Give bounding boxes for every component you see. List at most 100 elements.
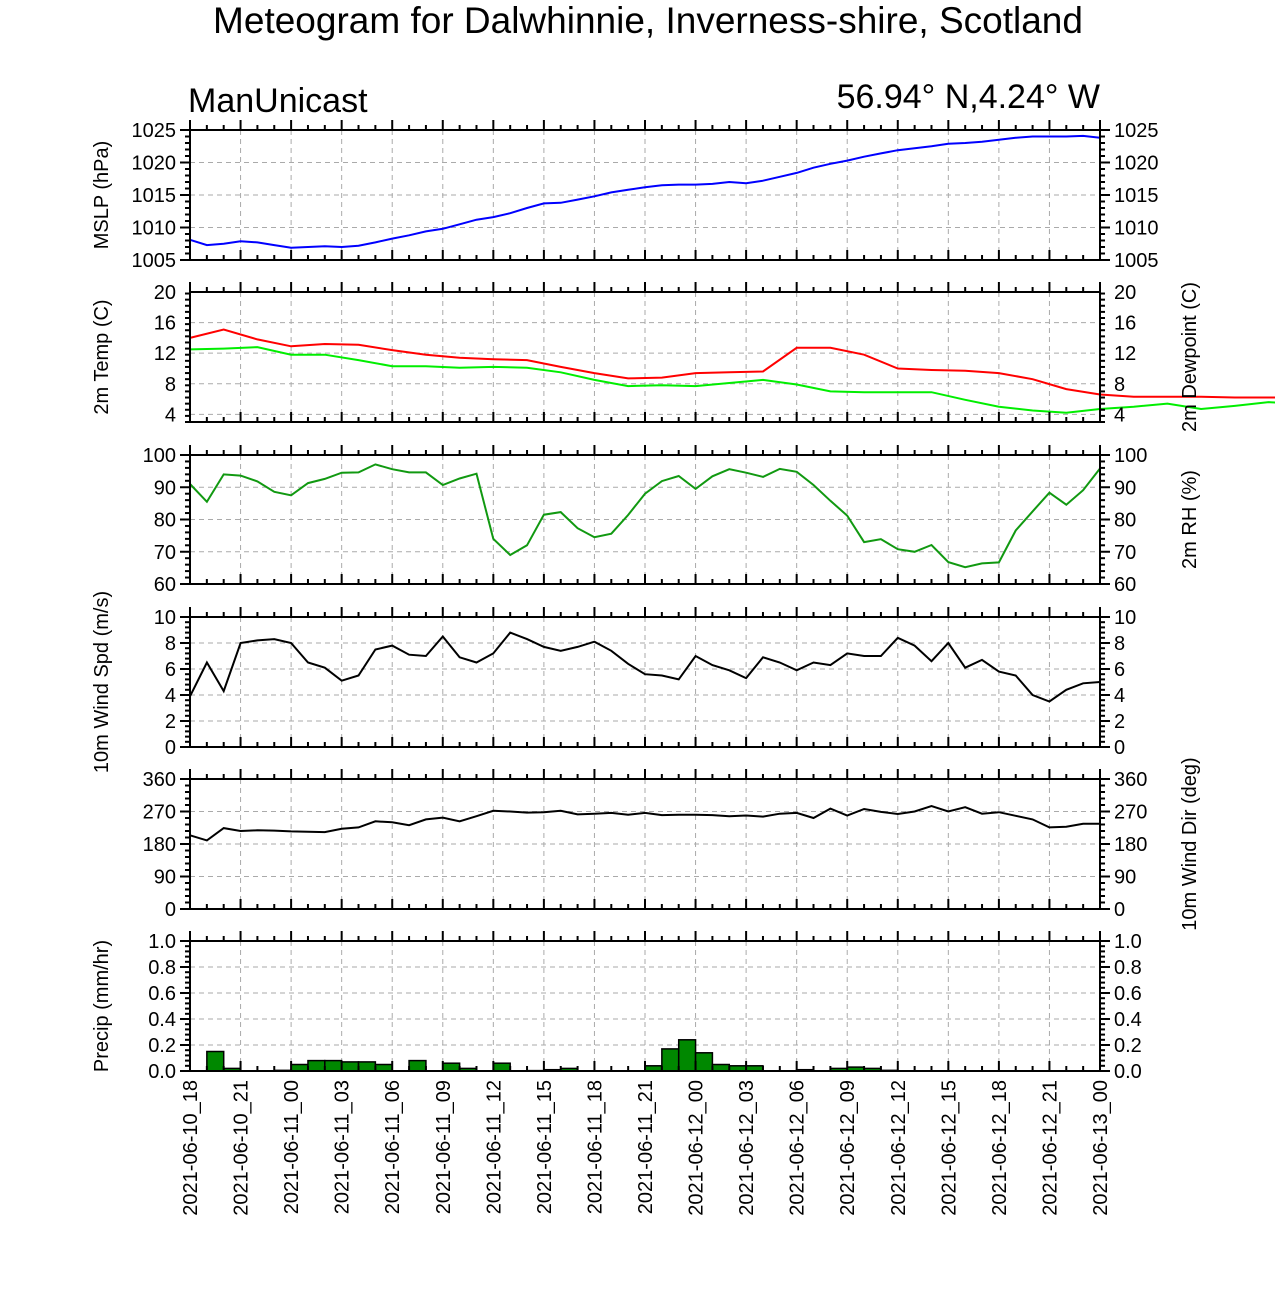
xtick-label: 2021-06-12_06 xyxy=(787,1080,809,1216)
humidity-panel: 60 60 70 70 80 80 90 90 100 100 2m RH (%) xyxy=(143,445,1201,596)
xtick-label: 2021-06-13_00 xyxy=(1090,1080,1112,1216)
wind-direction-ytick-label-left: 360 xyxy=(143,769,176,791)
wind-speed-ytick-label-left: 4 xyxy=(165,685,176,707)
humidity-ytick-label-right: 100 xyxy=(1114,445,1147,467)
xtick-label: 2021-06-11_21 xyxy=(635,1080,657,1214)
wind-speed-ytick-label-left: 10 xyxy=(154,607,176,629)
mslp-ytick-label-right: 1010 xyxy=(1114,218,1159,240)
xtick-label: 2021-06-11_09 xyxy=(433,1080,455,1214)
mslp-ytick-label-right: 1005 xyxy=(1114,250,1159,272)
wind_spd-line xyxy=(189,631,1101,703)
wind-direction-ytick-label-right: 0 xyxy=(1114,899,1125,921)
precip-bar xyxy=(408,1059,427,1072)
humidity-ytick-label-left: 60 xyxy=(154,574,176,596)
xtick-label: 2021-06-11_06 xyxy=(382,1080,404,1214)
precip-ytick-label-right: 0.0 xyxy=(1114,1061,1142,1083)
xtick-label: 2021-06-11_12 xyxy=(483,1080,505,1214)
xtick-label: 2021-06-12_18 xyxy=(989,1080,1011,1216)
precip-ytick-label-left: 0.4 xyxy=(148,1009,176,1031)
wind-speed-ytick-label-right: 6 xyxy=(1114,659,1125,681)
temperature-ylabel-right: 2m Dewpoint (C) xyxy=(1179,282,1201,432)
wind-speed-ytick-label-left: 0 xyxy=(165,737,176,759)
precip-ytick-label-right: 0.8 xyxy=(1114,957,1142,979)
precip-bar xyxy=(694,1052,714,1072)
precip-ytick-label-right: 0.2 xyxy=(1114,1035,1142,1057)
precip-ytick-label-left: 0.0 xyxy=(148,1061,176,1083)
wind-speed-ytick-label-right: 8 xyxy=(1114,633,1125,655)
wind-speed-ylabel-left: 10m Wind Spd (m/s) xyxy=(91,591,113,773)
temperature-ytick-label-left: 12 xyxy=(154,343,176,365)
temperature-ytick-label-right: 20 xyxy=(1114,282,1136,304)
temperature-ytick-label-left: 20 xyxy=(154,282,176,304)
precip-bar xyxy=(324,1059,343,1072)
precip-panel: 0.0 0.0 0.2 0.2 0.4 0.4 0.6 0.6 0.8 0.8 1.0 1.0 Prec… xyxy=(91,931,1142,1083)
temperature-ytick-label-left: 16 xyxy=(154,313,176,335)
mslp-ytick-label-right: 1025 xyxy=(1114,120,1159,142)
wind-direction-ytick-label-right: 180 xyxy=(1114,834,1147,856)
precip-ytick-label-left: 0.8 xyxy=(148,957,176,979)
humidity-ytick-label-right: 60 xyxy=(1114,574,1136,596)
wind-direction-ylabel-right: 10m Wind Dir (deg) xyxy=(1179,757,1201,930)
x-axis: 2021-06-10_18 2021-06-10_21 2021-06-11_00 2… xyxy=(180,1080,1112,1216)
precip-x-ticks xyxy=(180,931,1110,1072)
xtick-label: 2021-06-12_03 xyxy=(736,1080,758,1216)
wind-direction-x-ticks xyxy=(180,769,1110,910)
temperature-panel: 4 4 8 8 12 12 16 16 20 20 2m Temp (C) 2m Dewpoint (… xyxy=(91,282,1275,432)
wind-speed-ytick-label-left: 8 xyxy=(165,633,176,655)
wind-speed-grid xyxy=(190,617,1100,747)
wind-direction-ytick-label-left: 0 xyxy=(165,899,176,921)
dewpoint-line xyxy=(189,346,1275,414)
wind-speed-ytick-label-right: 0 xyxy=(1114,737,1125,759)
xtick-label: 2021-06-12_12 xyxy=(888,1080,910,1216)
rh-line xyxy=(189,463,1101,569)
precip-bar xyxy=(340,1061,360,1072)
wind-direction-ytick-label-left: 270 xyxy=(143,802,176,824)
precip-bar xyxy=(357,1061,377,1072)
xtick-label: 2021-06-12_21 xyxy=(1039,1080,1061,1216)
wind-speed-ytick-label-left: 6 xyxy=(165,659,176,681)
mslp-x-ticks xyxy=(180,120,1110,261)
mslp-ytick-label-right: 1015 xyxy=(1114,185,1159,207)
mslp-grid xyxy=(190,130,1100,260)
humidity-ytick-label-right: 90 xyxy=(1114,477,1136,499)
humidity-ytick-label-left: 70 xyxy=(154,542,176,564)
wind-direction-ytick-label-left: 90 xyxy=(154,867,176,889)
precip-bar xyxy=(442,1062,461,1072)
temperature-ylabel-left: 2m Temp (C) xyxy=(91,299,113,414)
wind-direction-ytick-label-right: 270 xyxy=(1114,802,1147,824)
precip-ytick-label-right: 1.0 xyxy=(1114,931,1142,953)
humidity-x-ticks xyxy=(180,445,1110,585)
xtick-label: 2021-06-11_18 xyxy=(584,1080,606,1214)
mslp-ytick-label-right: 1020 xyxy=(1114,153,1159,175)
temperature-ytick-label-right: 16 xyxy=(1114,313,1136,335)
location-label: 56.94° N,4.24° W xyxy=(837,78,1100,116)
mslp-ylabel-left: MSLP (hPa) xyxy=(91,141,113,250)
precip-grid xyxy=(190,941,1100,1071)
temperature-ytick-label-left: 8 xyxy=(165,374,176,396)
precip-bar xyxy=(661,1048,680,1072)
xtick-label: 2021-06-12_09 xyxy=(837,1080,859,1216)
precip-ytick-label-left: 1.0 xyxy=(148,931,176,953)
humidity-ytick-label-right: 70 xyxy=(1114,542,1136,564)
mslp-line xyxy=(189,134,1101,249)
humidity-ylabel-right: 2m RH (%) xyxy=(1179,470,1201,569)
temperature-ytick-label-right: 12 xyxy=(1114,343,1136,365)
wind-direction-ytick-label-right: 90 xyxy=(1114,867,1136,889)
humidity-ytick-label-left: 100 xyxy=(143,445,176,467)
wind-direction-grid xyxy=(190,779,1100,909)
chart-title: Meteogram for Dalwhinnie, Inverness-shir… xyxy=(213,0,1083,41)
wind-speed-panel: 0 0 2 2 4 4 6 6 8 8 10 10 10m Wind Spd (m/s) xyxy=(91,591,1136,773)
precip-bar xyxy=(677,1039,697,1072)
precip-bar xyxy=(206,1050,225,1072)
precip-ytick-label-left: 0.6 xyxy=(148,983,176,1005)
mslp-ytick-label-left: 1020 xyxy=(132,153,177,175)
mslp-ytick-label-left: 1025 xyxy=(132,120,177,142)
xtick-label: 2021-06-10_18 xyxy=(180,1080,202,1216)
wind-speed-ytick-label-left: 2 xyxy=(165,711,176,733)
xtick-label: 2021-06-11_03 xyxy=(332,1080,354,1214)
precip-ylabel-left: Precip (mm/hr) xyxy=(91,940,113,1072)
wind-speed-ytick-label-right: 2 xyxy=(1114,711,1125,733)
wind-direction-ytick-label-right: 360 xyxy=(1114,769,1147,791)
